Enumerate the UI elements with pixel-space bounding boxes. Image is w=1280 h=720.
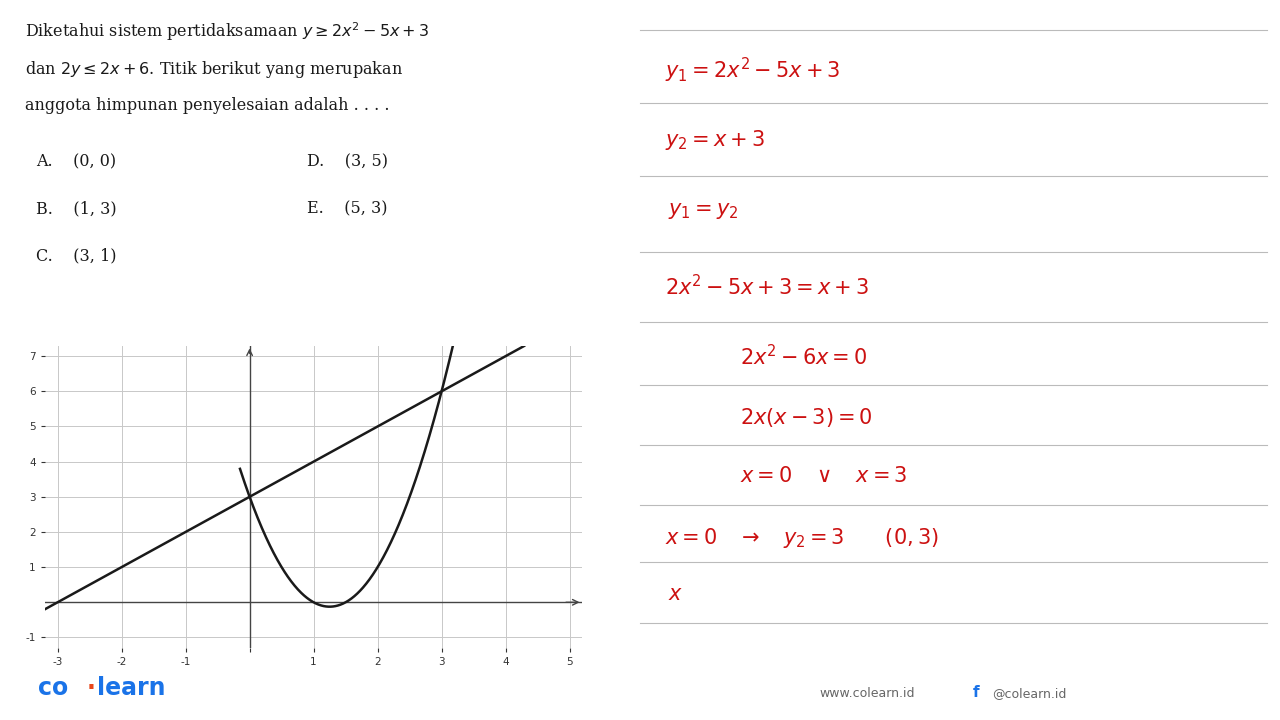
Text: @colearn.id: @colearn.id	[992, 687, 1066, 700]
Text: $x = 0 \quad \rightarrow \quad y_2 = 3 \qquad (0,3)$: $x = 0 \quad \rightarrow \quad y_2 = 3 \…	[666, 526, 938, 550]
Text: $y_1 = 2x^2 - 5x + 3$: $y_1 = 2x^2 - 5x + 3$	[666, 55, 841, 85]
Text: $2x(x - 3) = 0$: $2x(x - 3) = 0$	[740, 406, 873, 429]
Text: E.    (5, 3): E. (5, 3)	[307, 201, 388, 217]
Text: $y_2 = x + 3$: $y_2 = x + 3$	[666, 128, 765, 153]
Text: C.    (3, 1): C. (3, 1)	[36, 248, 116, 264]
Text: ·: ·	[87, 676, 96, 700]
Text: anggota himpunan penyelesaian adalah . . . .: anggota himpunan penyelesaian adalah . .…	[24, 96, 389, 114]
Text: Diketahui sistem pertidaksamaan $y \geq 2x^2 - 5x + 3$: Diketahui sistem pertidaksamaan $y \geq …	[24, 21, 429, 43]
Text: $y_1 = y_2$: $y_1 = y_2$	[668, 202, 739, 221]
Text: www.colearn.id: www.colearn.id	[819, 687, 915, 700]
Text: f: f	[973, 685, 979, 700]
Text: $2x^2 - 6x = 0$: $2x^2 - 6x = 0$	[740, 344, 868, 369]
Text: learn: learn	[97, 676, 166, 700]
Text: $2x^2 - 5x + 3 = x + 3$: $2x^2 - 5x + 3 = x + 3$	[666, 274, 869, 300]
Text: $x = 0 \quad \vee \quad x = 3$: $x = 0 \quad \vee \quad x = 3$	[740, 466, 908, 486]
Text: dan $2y \leq 2x + 6$. Titik berikut yang merupakan: dan $2y \leq 2x + 6$. Titik berikut yang…	[24, 59, 402, 80]
Text: co: co	[38, 676, 69, 700]
Text: $x$: $x$	[668, 585, 684, 603]
Text: A.    (0, 0): A. (0, 0)	[36, 154, 116, 171]
Text: B.    (1, 3): B. (1, 3)	[36, 201, 116, 217]
Text: D.    (3, 5): D. (3, 5)	[307, 154, 388, 171]
